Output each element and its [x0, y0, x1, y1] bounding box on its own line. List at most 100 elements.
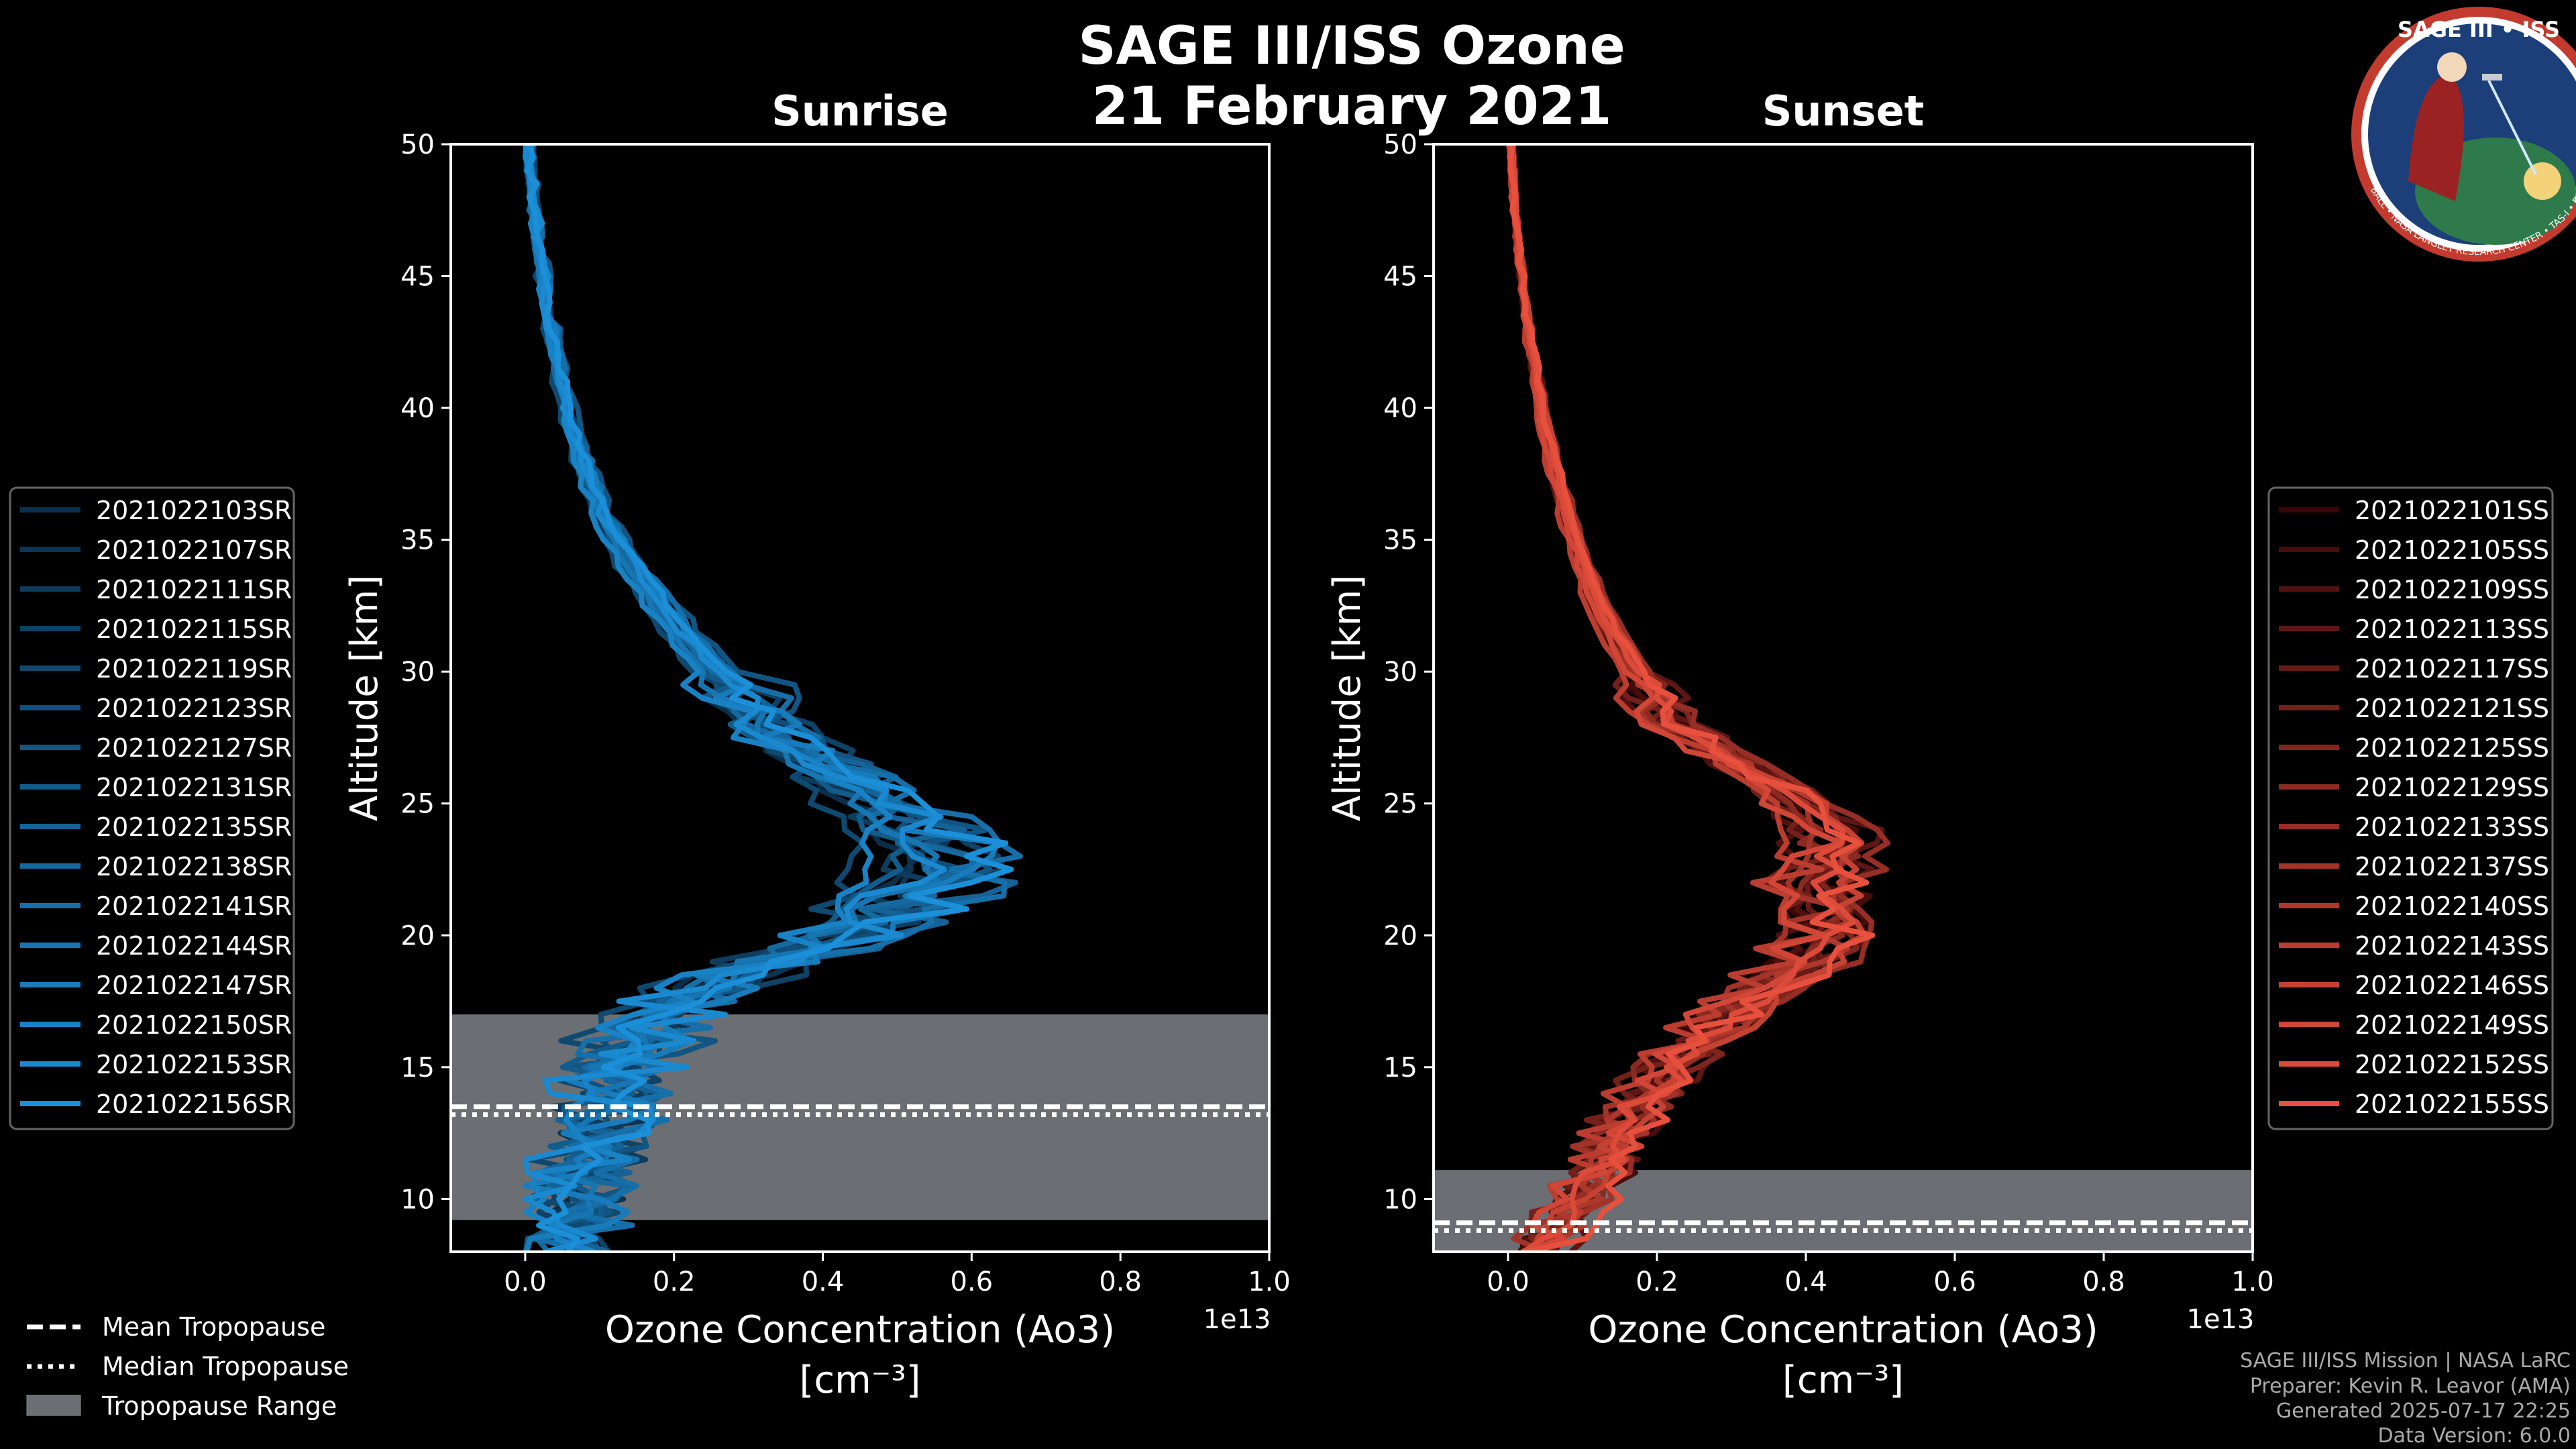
y-tick-label: 50	[400, 129, 435, 160]
y-tick-label: 20	[400, 920, 435, 951]
profile-lines	[1505, 144, 1890, 1252]
legend-label-2021022115SR: 2021022115SR	[96, 614, 292, 644]
plot-frame	[1432, 143, 2254, 1253]
legend-label-2021022111SR: 2021022111SR	[96, 575, 292, 604]
x-tick-label: 0.4	[1784, 1267, 1827, 1297]
legend-label-2021022150SR: 2021022150SR	[96, 1010, 292, 1040]
legend-label-2021022140SS: 2021022140SS	[2355, 892, 2549, 921]
x-tick-label: 0.8	[1099, 1267, 1142, 1297]
y-tick-label: 50	[1383, 129, 1417, 160]
legend-label-2021022107SR: 2021022107SR	[96, 535, 292, 565]
x-tick-label: 0.6	[1933, 1267, 1976, 1297]
legend-label-2021022105SS: 2021022105SS	[2355, 535, 2549, 565]
legend-label-2021022127SR: 2021022127SR	[96, 733, 292, 763]
profile-line-2021022153SR	[523, 144, 947, 1252]
sunrise-legend: 2021022103SR 2021022107SR 2021022111SR 2021…	[9, 486, 295, 1130]
tropopause-legend: Mean Tropopause Median Tropopause Tropop…	[26, 1312, 349, 1421]
legend-label-2021022152SS: 2021022152SS	[2355, 1050, 2549, 1079]
legend-label-2021022117SS: 2021022117SS	[2355, 654, 2549, 684]
legend-label-2021022121SS: 2021022121SS	[2355, 694, 2549, 723]
profile-lines	[522, 144, 1023, 1252]
legend-label-2021022101SS: 2021022101SS	[2355, 496, 2549, 525]
legend-median-label: Median Tropopause	[102, 1352, 349, 1381]
sunset-panel: 0.0 0.2 0.4 0.6 0.8 1.0 10 15 20 25 30 35 40 45 50 1e13…	[1326, 87, 2274, 1402]
legend-label-2021022153SR: 2021022153SR	[96, 1050, 292, 1079]
x-tick-label: 1.0	[2231, 1267, 2274, 1297]
x-tick-label: 1.0	[1248, 1267, 1291, 1297]
y-tick-label: 15	[400, 1053, 435, 1083]
y-tick-label: 10	[400, 1184, 435, 1215]
y-tick-label: 10	[1383, 1184, 1417, 1215]
credits: SAGE III/ISS Mission | NASA LaRC Prepare…	[2240, 1349, 2571, 1448]
y-axis-label: Altitude [km]	[1326, 575, 1369, 821]
y-tick-label: 30	[1383, 657, 1417, 688]
legend-frame	[9, 486, 295, 1130]
legend-frame	[2267, 486, 2554, 1130]
legend-label-2021022156SR: 2021022156SR	[96, 1089, 292, 1119]
legend-label-2021022138SR: 2021022138SR	[96, 852, 292, 881]
sunset-legend: 2021022101SS 2021022105SS 2021022109SS 2021…	[2267, 486, 2554, 1130]
x-multiplier: 1e13	[1203, 1304, 1271, 1335]
legend-label-2021022131SR: 2021022131SR	[96, 773, 292, 802]
y-axis-label: Altitude [km]	[343, 575, 386, 821]
legend-label-2021022119SR: 2021022119SR	[96, 654, 292, 684]
credit-generated: Generated 2025-07-17 22:25	[2276, 1399, 2571, 1423]
y-tick-label: 30	[400, 657, 435, 688]
legend-label-2021022149SS: 2021022149SS	[2355, 1010, 2549, 1040]
legend-label-2021022129SS: 2021022129SS	[2355, 773, 2549, 802]
credit-data-version: Data Version: 6.0.0	[2378, 1424, 2571, 1448]
credit-preparer: Preparer: Kevin R. Leavor (AMA)	[2250, 1375, 2571, 1398]
y-tick-label: 35	[400, 525, 435, 556]
legend-label-2021022146SS: 2021022146SS	[2355, 971, 2549, 1000]
badge-title: SAGE III • ISS	[2398, 17, 2560, 42]
legend-label-2021022137SS: 2021022137SS	[2355, 852, 2549, 881]
legend-label-2021022123SR: 2021022123SR	[96, 694, 292, 723]
legend-label-2021022144SR: 2021022144SR	[96, 931, 292, 961]
legend-label-2021022147SR: 2021022147SR	[96, 971, 292, 1000]
legend-label-2021022133SS: 2021022133SS	[2355, 812, 2549, 842]
y-tick-label: 15	[1383, 1053, 1417, 1083]
x-multiplier: 1e13	[2187, 1304, 2255, 1335]
x-tick-label: 0.8	[2082, 1267, 2125, 1297]
x-tick-label: 0.0	[504, 1267, 547, 1297]
y-tick-label: 45	[1383, 262, 1417, 292]
legend-range-label: Tropopause Range	[101, 1391, 337, 1421]
panel-title: Sunrise	[771, 87, 949, 136]
x-tick-label: 0.0	[1487, 1267, 1529, 1297]
satellite-icon	[2482, 74, 2502, 80]
y-tick-label: 25	[400, 789, 435, 820]
profile-line-2021022156SR	[524, 144, 1014, 1252]
x-axis-label: Ozone Concentration (Ao3)	[1588, 1308, 2098, 1352]
legend-label-2021022103SR: 2021022103SR	[96, 496, 292, 525]
legend-label-2021022109SS: 2021022109SS	[2355, 575, 2549, 604]
panel-title: Sunset	[1762, 87, 1925, 136]
legend-label-2021022143SS: 2021022143SS	[2355, 931, 2549, 961]
y-tick-label: 25	[1383, 789, 1417, 820]
legend-label-2021022155SS: 2021022155SS	[2355, 1089, 2549, 1119]
plot-frame	[449, 143, 1271, 1253]
legend-range-patch	[26, 1395, 81, 1416]
legend-label-2021022141SR: 2021022141SR	[96, 892, 292, 921]
sunrise-panel: 0.0 0.2 0.4 0.6 0.8 1.0 10 15 20 25 30 35 40 45 50 1e13…	[343, 87, 1291, 1402]
beam-icon	[2487, 80, 2537, 175]
credit-mission: SAGE III/ISS Mission | NASA LaRC	[2240, 1349, 2571, 1373]
y-tick-label: 20	[1383, 920, 1417, 951]
y-tick-label: 35	[1383, 525, 1417, 556]
figure-icon	[2408, 74, 2464, 201]
x-tick-label: 0.6	[951, 1267, 994, 1297]
legend-mean-label: Mean Tropopause	[102, 1312, 325, 1342]
x-tick-label: 0.2	[1635, 1267, 1678, 1297]
sun-icon	[2524, 162, 2561, 200]
x-tick-label: 0.4	[802, 1267, 845, 1297]
face-icon	[2437, 52, 2467, 82]
profile-line-2021022155SS	[1507, 144, 1876, 1252]
y-tick-label: 40	[400, 393, 435, 424]
y-tick-label: 45	[400, 262, 435, 292]
y-tick-label: 40	[1383, 393, 1417, 424]
x-axis-units: [cm⁻³]	[799, 1358, 920, 1402]
legend-label-2021022135SR: 2021022135SR	[96, 812, 292, 842]
legend-label-2021022125SS: 2021022125SS	[2355, 733, 2549, 763]
x-axis-label: Ozone Concentration (Ao3)	[605, 1308, 1115, 1352]
x-axis-units: [cm⁻³]	[1782, 1358, 1904, 1402]
